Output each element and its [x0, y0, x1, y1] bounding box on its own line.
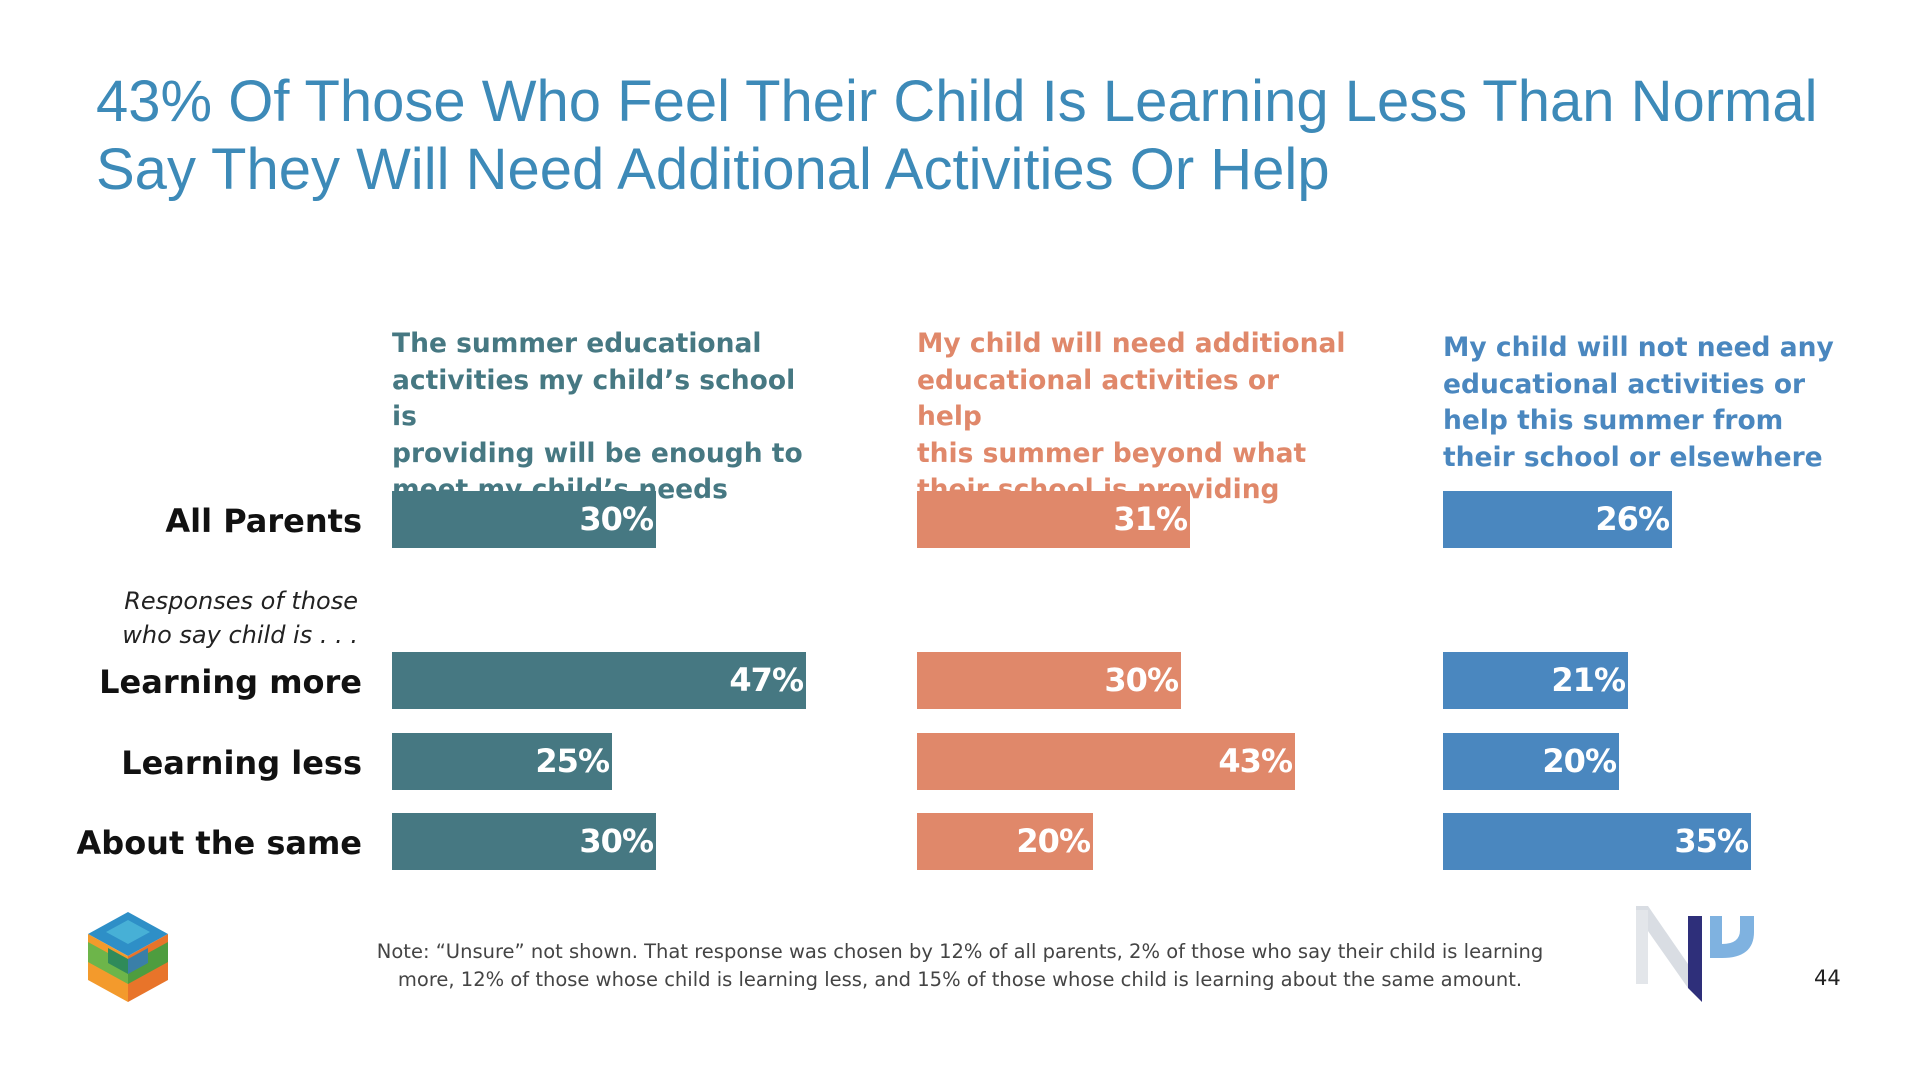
page-number: 44 — [1814, 966, 1841, 990]
bar-series-2-learning-less — [917, 733, 1295, 790]
category-label-learning-more: Learning more — [99, 663, 362, 701]
series-header-2-line: My child will need additional — [917, 328, 1346, 359]
bar-series-2-about-the-same — [917, 813, 1093, 870]
bar-series-1-learning-less — [392, 733, 612, 790]
data-label: 30% — [579, 822, 654, 860]
series-header-3-line: their school or elsewhere — [1443, 441, 1823, 473]
bar-series-1-all-parents — [392, 491, 656, 548]
bar-series-3-learning-more — [1443, 652, 1628, 709]
category-label-all-parents: All Parents — [165, 502, 362, 540]
data-label: 20% — [1542, 742, 1617, 780]
category-label-about-the-same: About the same — [76, 824, 362, 862]
data-label: 35% — [1674, 822, 1749, 860]
data-label: 31% — [1113, 500, 1188, 538]
np-logo-icon — [1636, 906, 1754, 1002]
series-header-3: My child will not need any educational a… — [1443, 330, 1873, 476]
data-label: 21% — [1551, 661, 1626, 699]
series-header-2-line: educational activities or help — [917, 364, 1280, 433]
series-header-3-line: educational activities or — [1443, 368, 1806, 400]
bar-series-3-all-parents — [1443, 491, 1672, 548]
series-header-1: The summer educational activities my chi… — [392, 326, 822, 509]
bar-series-2-all-parents — [917, 491, 1190, 548]
data-label: 30% — [1104, 661, 1179, 699]
data-label: 43% — [1218, 742, 1293, 780]
series-header-1-line: The summer educational — [392, 328, 762, 359]
bar-series-3-learning-less — [1443, 733, 1619, 790]
footnote-line-1: Note: “Unsure” not shown. That response … — [376, 940, 1544, 963]
series-header-3-line: help this summer from — [1443, 405, 1784, 436]
data-label: 20% — [1016, 822, 1091, 860]
data-label: 25% — [535, 742, 610, 780]
series-header-1-line: providing will be enough to — [392, 437, 803, 469]
data-label: 26% — [1595, 500, 1670, 538]
footnote: Note: “Unsure” not shown. That response … — [300, 938, 1620, 994]
cube-logo-icon — [88, 912, 168, 1002]
series-header-2: My child will need additional educationa… — [917, 326, 1347, 509]
title-line-1: 43% Of Those Who Feel Their Child Is Lea… — [96, 69, 1818, 134]
data-label: 30% — [579, 500, 654, 538]
series-header-2-line: this summer beyond what — [917, 437, 1307, 469]
title-line-2: Say They Will Need Additional Activities… — [96, 137, 1330, 202]
bar-series-1-learning-more — [392, 652, 806, 709]
category-label-learning-less: Learning less — [121, 744, 362, 782]
series-header-3-line: My child will not need any — [1443, 332, 1834, 363]
subgroup-caption: Responses of those who say child is . . … — [122, 584, 358, 652]
page-title: 43% Of Those Who Feel Their Child Is Lea… — [96, 68, 1856, 204]
bar-series-1-about-the-same — [392, 813, 656, 870]
bar-series-3-about-the-same — [1443, 813, 1751, 870]
series-header-1-line: activities my child’s school is — [392, 364, 796, 433]
footnote-line-2: more, 12% of those whose child is learni… — [397, 968, 1523, 991]
data-label: 47% — [729, 661, 804, 699]
subgroup-caption-line: Responses of those — [124, 587, 358, 615]
bar-series-2-learning-more — [917, 652, 1181, 709]
subgroup-caption-line: who say child is . . . — [122, 621, 358, 649]
